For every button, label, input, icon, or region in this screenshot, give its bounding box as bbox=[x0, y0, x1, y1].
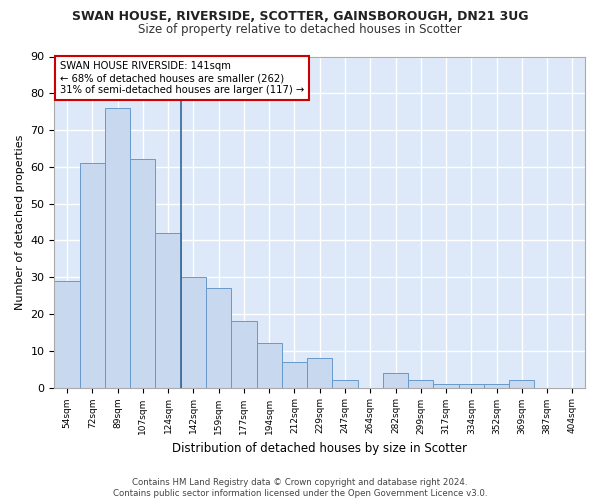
Bar bbox=[408, 380, 433, 388]
Bar bbox=[80, 163, 105, 388]
Text: Contains HM Land Registry data © Crown copyright and database right 2024.
Contai: Contains HM Land Registry data © Crown c… bbox=[113, 478, 487, 498]
Bar bbox=[105, 108, 130, 388]
Bar bbox=[509, 380, 535, 388]
Bar bbox=[484, 384, 509, 388]
Bar bbox=[433, 384, 458, 388]
Bar bbox=[130, 160, 155, 388]
Bar bbox=[181, 277, 206, 388]
Bar bbox=[231, 322, 257, 388]
Bar bbox=[257, 344, 282, 388]
Bar bbox=[282, 362, 307, 388]
Y-axis label: Number of detached properties: Number of detached properties bbox=[15, 134, 25, 310]
Bar bbox=[206, 288, 231, 388]
Bar bbox=[383, 373, 408, 388]
Text: SWAN HOUSE RIVERSIDE: 141sqm
← 68% of detached houses are smaller (262)
31% of s: SWAN HOUSE RIVERSIDE: 141sqm ← 68% of de… bbox=[60, 62, 304, 94]
Bar bbox=[458, 384, 484, 388]
Bar bbox=[55, 281, 80, 388]
Bar bbox=[155, 233, 181, 388]
Text: Size of property relative to detached houses in Scotter: Size of property relative to detached ho… bbox=[138, 22, 462, 36]
Bar bbox=[307, 358, 332, 388]
Bar bbox=[332, 380, 358, 388]
X-axis label: Distribution of detached houses by size in Scotter: Distribution of detached houses by size … bbox=[172, 442, 467, 455]
Text: SWAN HOUSE, RIVERSIDE, SCOTTER, GAINSBOROUGH, DN21 3UG: SWAN HOUSE, RIVERSIDE, SCOTTER, GAINSBOR… bbox=[72, 10, 528, 23]
